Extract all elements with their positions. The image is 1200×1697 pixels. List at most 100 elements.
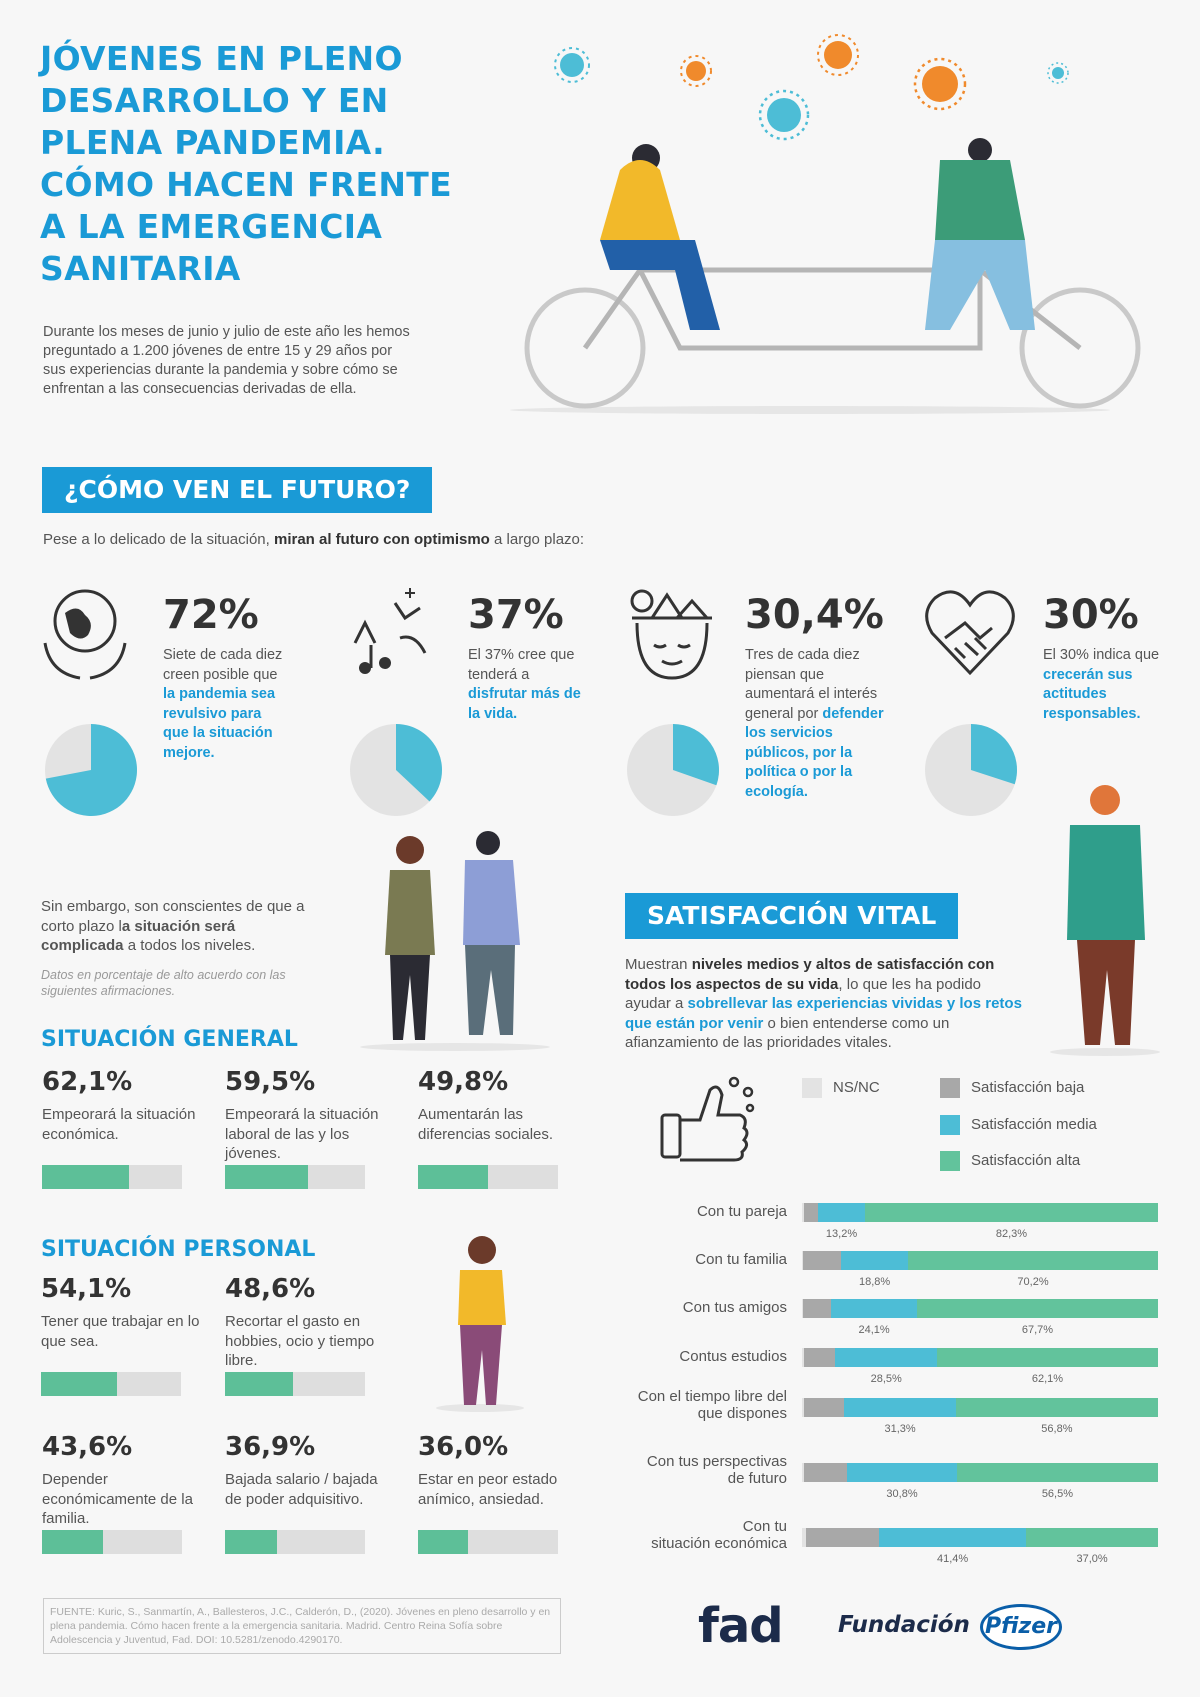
- bar-segment: [802, 1528, 806, 1547]
- progress-fill: [41, 1372, 117, 1396]
- bar-segment: [916, 1299, 1158, 1318]
- progress-bar: [41, 1372, 181, 1396]
- bar-segment: [802, 1299, 804, 1318]
- progress-bar: [225, 1372, 365, 1396]
- bar-segment: [802, 1203, 804, 1222]
- data-label-media: 31,3%: [884, 1423, 916, 1435]
- progress-fill: [42, 1530, 104, 1554]
- data-label-media: 30,8%: [886, 1488, 918, 1500]
- virus-icon: [680, 55, 712, 87]
- intro-text: Durante los meses de junio y julio de es…: [43, 324, 410, 397]
- stacked-bar: [802, 1203, 1158, 1222]
- bar-segment: [955, 1398, 1158, 1417]
- woman-illustration: [436, 1236, 524, 1412]
- stat-percent: 54,1%: [41, 1274, 132, 1304]
- stat-description: Empeorará la situación económica.: [42, 1106, 196, 1143]
- data-label-alta: 62,1%: [1031, 1373, 1064, 1385]
- legend-swatch: [802, 1078, 822, 1098]
- corto-plazo-note: Datos en porcentaje de alto acuerdo con …: [41, 968, 286, 998]
- virus-icon: [1047, 62, 1069, 84]
- bar-segment: [802, 1463, 804, 1482]
- data-label-alta: 56,5%: [1041, 1488, 1074, 1500]
- data-label-media: 13,2%: [825, 1228, 858, 1240]
- pie-slice: [45, 724, 137, 816]
- stacked-bar: [802, 1348, 1158, 1367]
- chart-category-label: Con tus perspectivas de futuro: [646, 1453, 787, 1487]
- people-illustration: [360, 831, 550, 1051]
- progress-bar: [225, 1530, 365, 1554]
- situacion-personal-heading: SITUACIÓN PERSONAL: [41, 1237, 316, 1262]
- data-label-alta: 56,8%: [1041, 1423, 1073, 1435]
- data-label-alta: 82,3%: [995, 1228, 1028, 1240]
- stacked-bar: [802, 1251, 1158, 1270]
- stat-percent: 49,8%: [418, 1067, 509, 1097]
- fad-logo: fad: [698, 1598, 784, 1654]
- pie-chart: [626, 723, 720, 817]
- stacked-bar: [802, 1528, 1158, 1547]
- fundacion-logo: Fundación: [838, 1612, 970, 1638]
- bar-segment: [878, 1528, 1027, 1547]
- bar-segment: [803, 1251, 842, 1270]
- pie-chart: [349, 723, 443, 817]
- progress-bar: [418, 1165, 558, 1189]
- progress-bar: [418, 1530, 558, 1554]
- situacion-general-heading: SITUACIÓN GENERAL: [41, 1027, 298, 1052]
- stat-percent: 36,9%: [225, 1432, 316, 1462]
- mind-nature-icon: [622, 583, 722, 683]
- heart-handshake-icon: [920, 583, 1020, 683]
- progress-bar: [42, 1530, 182, 1554]
- bar-segment: [908, 1251, 1158, 1270]
- bar-segment: [804, 1348, 836, 1367]
- section-heading-satisfaccion: SATISFACCIÓN VITAL: [625, 893, 959, 939]
- pfizer-logo: Pfizer: [980, 1604, 1062, 1650]
- stacked-bar: [802, 1463, 1158, 1482]
- stat-percent: 36,0%: [418, 1432, 509, 1462]
- virus-icon: [554, 47, 590, 83]
- chart-category-label: Con tu pareja: [696, 1203, 787, 1220]
- progress-bar: [225, 1165, 365, 1189]
- stat-percent: 37%: [468, 592, 564, 638]
- stat-description: Empeorará la situación laboral de las y …: [225, 1106, 379, 1162]
- source-citation: FUENTE: Kuric, S., Sanmartín, A., Balles…: [43, 1598, 561, 1654]
- corto-plazo-text: Sin embargo, son conscientes de que a co…: [41, 898, 305, 954]
- virus-icon: [913, 57, 967, 111]
- stat-percent: 48,6%: [225, 1274, 316, 1304]
- legend-label: Satisfacción media: [971, 1116, 1097, 1133]
- man-illustration: [1050, 785, 1160, 1056]
- stat-percent: 43,6%: [42, 1432, 133, 1462]
- bar-segment: [956, 1463, 1158, 1482]
- stat-description: Aumentarán las diferencias sociales.: [418, 1106, 554, 1143]
- bar-segment: [802, 1348, 805, 1367]
- legend-label: Satisfacción baja: [971, 1079, 1085, 1096]
- bar-segment: [831, 1299, 917, 1318]
- stacked-bar: [802, 1299, 1158, 1318]
- legend-swatch: [940, 1151, 960, 1171]
- data-label-alta: 70,2%: [1017, 1276, 1049, 1288]
- stacked-bar: [802, 1398, 1158, 1417]
- stat-percent: 30%: [1043, 592, 1139, 638]
- bar-segment: [844, 1398, 956, 1417]
- stat-description: Recortar el gasto en hobbies, ocio y tie…: [225, 1313, 375, 1369]
- bar-segment: [803, 1299, 832, 1318]
- bar-segment: [802, 1251, 804, 1270]
- section-heading-futuro: ¿CÓMO VEN EL FUTURO?: [42, 467, 433, 513]
- bar-segment: [803, 1203, 818, 1222]
- bar-segment: [803, 1463, 848, 1482]
- stat-description: Estar en peor estado anímico, ansiedad.: [418, 1471, 558, 1508]
- stat-description: El 37% cree que tenderá a disfrutar más …: [468, 647, 581, 722]
- legend-swatch: [940, 1078, 960, 1098]
- data-label-alta: 37,0%: [1076, 1553, 1108, 1565]
- data-label-media: 18,8%: [859, 1276, 891, 1288]
- stat-description: Bajada salario / bajada de poder adquisi…: [225, 1471, 378, 1508]
- tandem-bike-illustration: [510, 138, 1141, 414]
- legend-label: Satisfacción alta: [971, 1152, 1081, 1169]
- progress-bar: [42, 1165, 182, 1189]
- satisfaccion-lead: Muestran niveles medios y altos de satis…: [625, 956, 1022, 1051]
- stat-description: Tres de cada diez piensan que aumentará …: [745, 647, 884, 800]
- virus-icon: [817, 34, 859, 76]
- bar-segment: [847, 1463, 957, 1482]
- pie-chart: [44, 723, 138, 817]
- progress-fill: [225, 1530, 277, 1554]
- chart-category-label: Con tus amigos: [682, 1299, 787, 1316]
- bar-segment: [936, 1348, 1158, 1367]
